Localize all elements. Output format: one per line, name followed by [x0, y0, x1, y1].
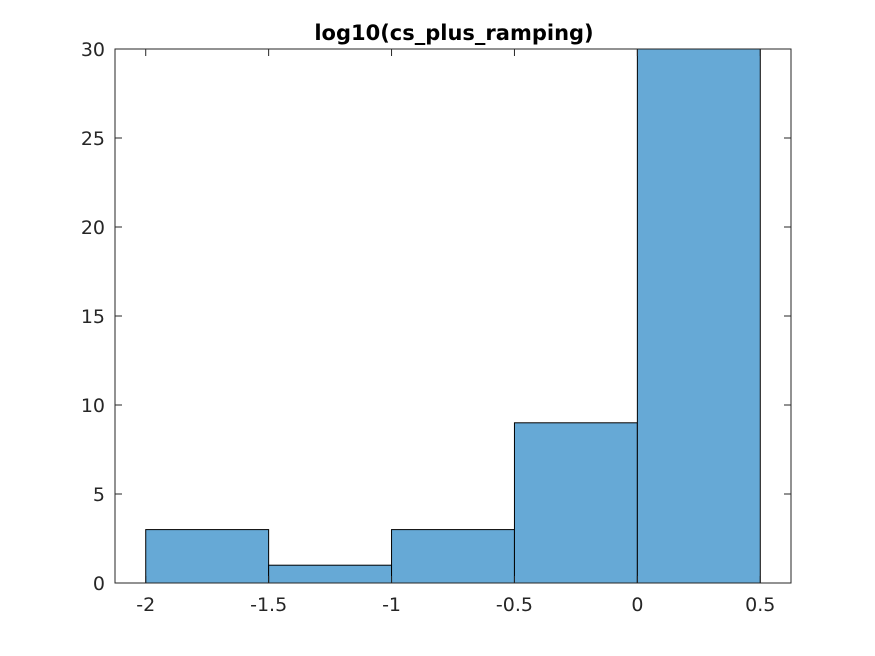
x-tick-label: -0.5	[496, 594, 533, 616]
histogram-bar-4	[636, 48, 761, 584]
histogram-bar-1	[268, 564, 393, 584]
y-tick-label: 0	[93, 573, 105, 595]
x-tick-label: -2	[136, 594, 155, 616]
chart-title: log10(cs_plus_ramping)	[314, 21, 593, 45]
y-tick-label: 20	[81, 217, 105, 239]
y-axis-ticks: 0 5 10 15 20 25 30	[81, 39, 791, 595]
histogram-bar-3	[513, 422, 638, 584]
histogram-bar-2	[391, 529, 515, 584]
x-tick-label: 0	[631, 594, 643, 616]
y-tick-label: 15	[81, 306, 105, 328]
histogram-bar-0	[145, 529, 270, 584]
y-tick-label: 25	[81, 128, 105, 150]
y-tick-label: 10	[81, 395, 105, 417]
x-axis-ticks: -2 -1.5 -1 -0.5 0 0.5	[136, 49, 775, 616]
x-tick-label: 0.5	[745, 594, 775, 616]
bars-group	[145, 48, 761, 584]
y-tick-label: 5	[93, 484, 105, 506]
y-tick-label: 30	[81, 39, 105, 61]
x-tick-label: -1	[382, 594, 401, 616]
x-tick-label: -1.5	[250, 594, 287, 616]
